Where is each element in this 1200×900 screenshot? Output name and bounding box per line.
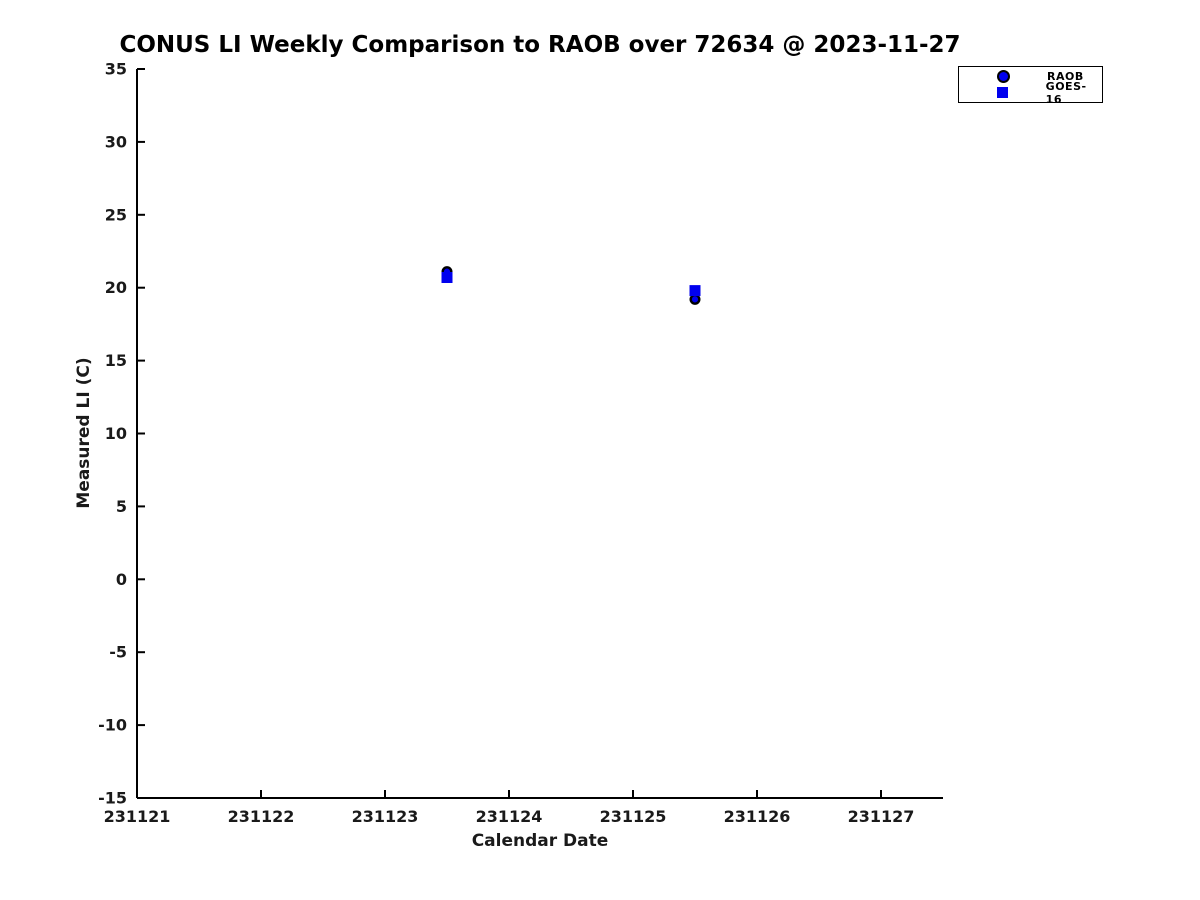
x-axis-label: Calendar Date: [471, 831, 609, 851]
y-tick-label: 30: [105, 132, 127, 151]
data-point-goes-16: [441, 271, 453, 283]
x-tick-label: 231123: [352, 807, 419, 826]
x-tick-label: 231126: [724, 807, 791, 826]
data-point-raob: [689, 293, 701, 305]
chart-title: CONUS LI Weekly Comparison to RAOB over …: [119, 32, 961, 58]
x-tick-label: 231124: [476, 807, 543, 826]
data-point-goes-16: [689, 285, 701, 297]
y-tick-label: -10: [98, 716, 127, 735]
y-tick-label: 35: [105, 60, 127, 79]
legend-item-goes16: GOES-16: [959, 80, 1102, 106]
legend-marker-wrap: [959, 87, 1046, 99]
y-tick-label: -15: [98, 789, 127, 808]
y-tick-label: 10: [105, 424, 127, 443]
y-tick-label: 0: [116, 570, 127, 589]
x-tick-label: 231121: [104, 807, 171, 826]
legend-marker-wrap: [959, 69, 1047, 83]
y-tick-label: -5: [109, 643, 127, 662]
x-tick-label: 231127: [848, 807, 915, 826]
y-axis-label: Measured LI (C): [74, 357, 94, 509]
y-tick-label: 25: [105, 205, 127, 224]
legend-label-goes16: GOES-16: [1045, 79, 1087, 106]
legend: RAOB GOES-16: [958, 66, 1103, 106]
x-tick-label: 231122: [228, 807, 295, 826]
x-tick-label: 231125: [600, 807, 667, 826]
goes16-square-marker-icon: [996, 87, 1008, 99]
y-tick-label: 15: [105, 351, 127, 370]
legend-item-raob: RAOB: [959, 69, 1102, 84]
raob-circle-marker-icon: [996, 69, 1010, 83]
legend-label-raob: RAOB: [1047, 69, 1084, 83]
y-tick-label: 20: [105, 278, 127, 297]
y-tick-label: 5: [116, 497, 127, 516]
